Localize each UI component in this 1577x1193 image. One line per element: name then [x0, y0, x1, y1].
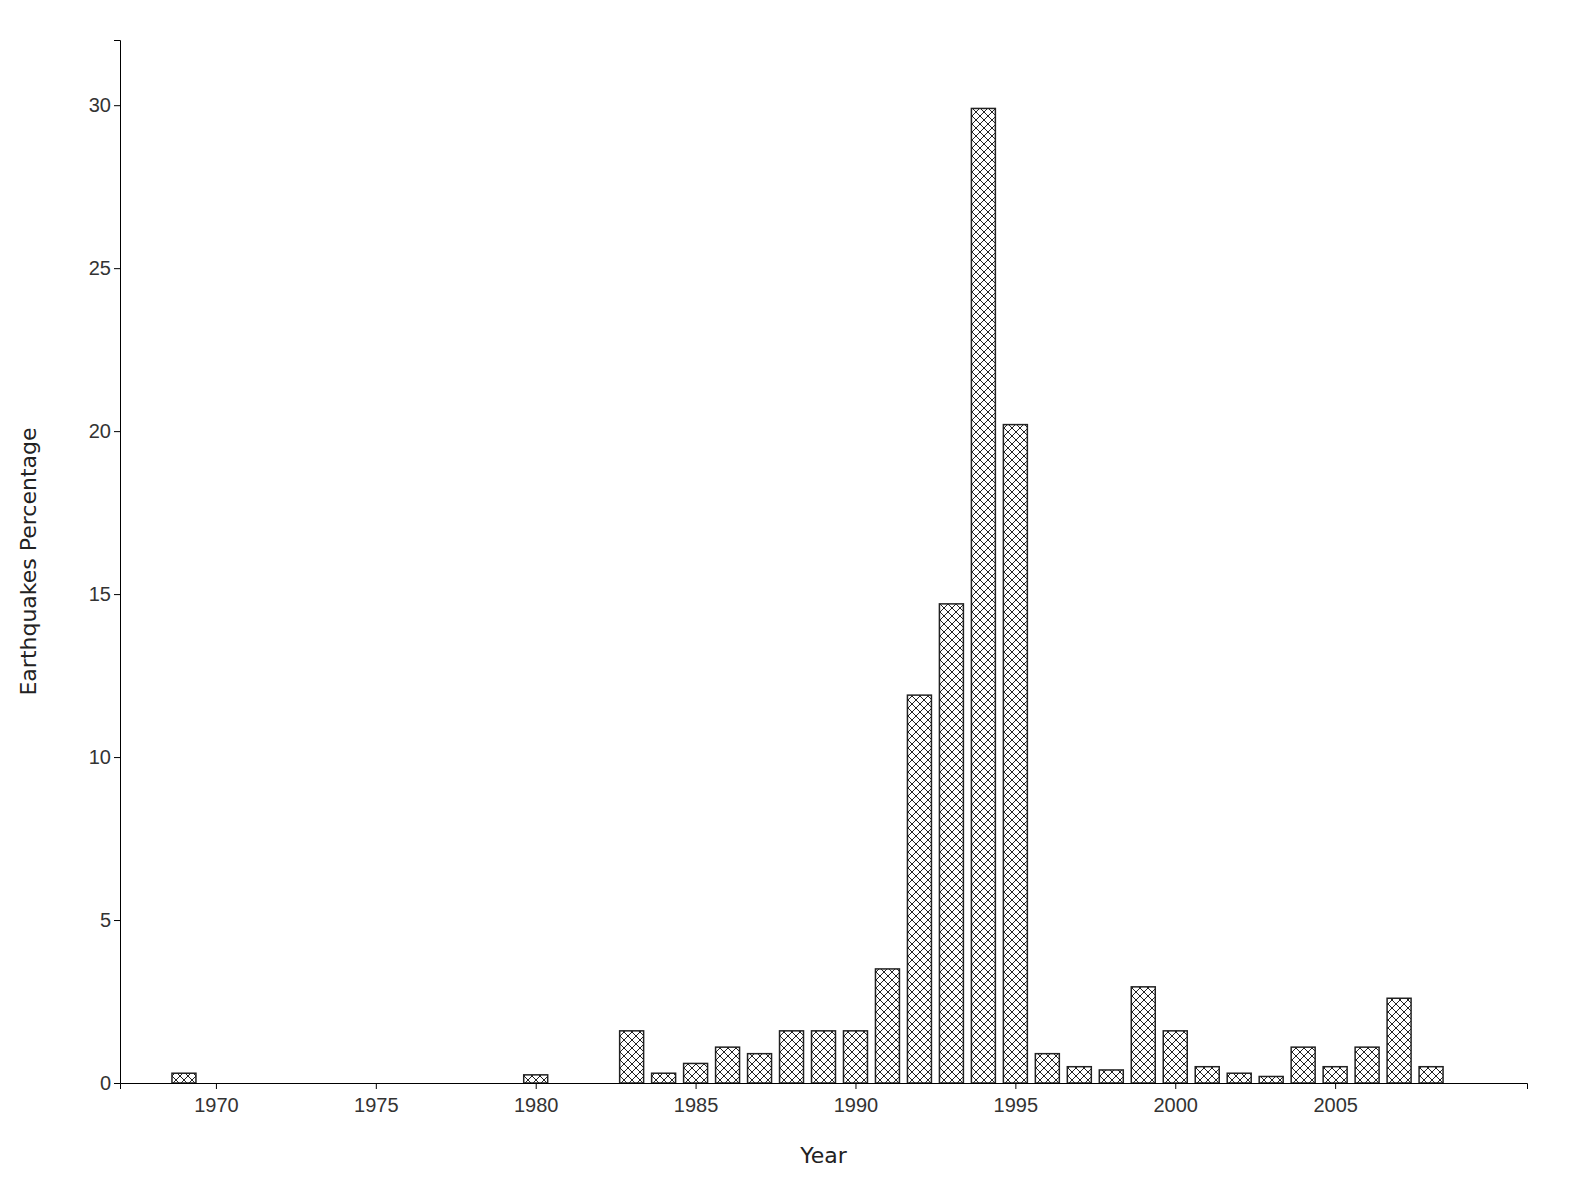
y-tick-label: 0: [100, 1072, 111, 1094]
x-tick: 2000: [1154, 1083, 1199, 1116]
bar: [396, 1082, 420, 1083]
plot-area: 1970 1975 1980 1985 1990 1995 2000 2005 0 5 10 15 20…: [89, 41, 1528, 1117]
y-tick: 5: [100, 909, 120, 931]
x-tick-label: 1985: [674, 1094, 719, 1116]
bar: [812, 1031, 836, 1083]
bar: [1355, 1047, 1379, 1083]
y-tick-label: 30: [89, 94, 111, 116]
y-tick: 25: [89, 257, 120, 279]
x-tick-label: 1995: [994, 1094, 1039, 1116]
y-tick-mark: [114, 105, 120, 106]
x-tick-mark: [1175, 1083, 1176, 1089]
bar: [172, 1073, 196, 1083]
bar: [588, 1082, 612, 1083]
x-tick: 1995: [994, 1083, 1039, 1116]
bar: [524, 1075, 548, 1083]
y-tick-label: 25: [89, 257, 111, 279]
bar: [652, 1073, 676, 1083]
bar: [939, 604, 963, 1083]
y-tick-mark: [114, 920, 120, 921]
bar: [1035, 1054, 1059, 1083]
x-axis: 1970 1975 1980 1985 1990 1995 2000 2005: [121, 1083, 1528, 1116]
bar: [204, 1082, 228, 1083]
bar: [875, 969, 899, 1083]
x-tick-label: 1970: [194, 1094, 239, 1116]
x-tick: 2005: [1313, 1083, 1358, 1116]
x-tick-label: 2000: [1154, 1094, 1199, 1116]
y-tick: 15: [89, 583, 120, 605]
bar: [1387, 998, 1411, 1083]
bar: [236, 1082, 260, 1083]
chart-svg: 1970 1975 1980 1985 1990 1995 2000 2005 0 5 10 15 20…: [0, 0, 1577, 1193]
bar: [780, 1031, 804, 1083]
bar: [332, 1082, 356, 1083]
y-tick: 30: [89, 94, 120, 116]
x-tick-label: 1975: [354, 1094, 399, 1116]
bar: [684, 1063, 708, 1083]
y-tick-mark: [114, 431, 120, 432]
x-tick-mark: [536, 1083, 537, 1089]
y-tick: 0: [100, 1072, 120, 1094]
bar: [971, 108, 995, 1083]
x-tick-label: 2005: [1313, 1094, 1358, 1116]
bar: [1131, 987, 1155, 1083]
bar: [1067, 1067, 1091, 1083]
bar: [1291, 1047, 1315, 1083]
bar: [1099, 1070, 1123, 1083]
x-tick-mark: [1015, 1083, 1016, 1089]
x-tick-mark: [855, 1083, 856, 1089]
bar: [843, 1031, 867, 1083]
x-tick-mark: [1335, 1083, 1336, 1089]
y-tick-mark: [114, 268, 120, 269]
y-tick-label: 5: [100, 909, 111, 931]
x-tick-label: 1990: [834, 1094, 879, 1116]
x-axis-line: [121, 1084, 1528, 1090]
y-axis-line: [114, 41, 121, 1084]
y-tick: 10: [89, 746, 120, 768]
y-tick-label: 10: [89, 746, 111, 768]
bar: [1163, 1031, 1187, 1083]
bar: [1323, 1067, 1347, 1083]
x-axis-title: Year: [799, 1143, 848, 1168]
x-tick-label: 1980: [514, 1094, 559, 1116]
y-axis: 0 5 10 15 20 25 30: [89, 41, 121, 1094]
x-tick: 1985: [674, 1083, 719, 1116]
bar: [556, 1082, 580, 1083]
bar: [300, 1082, 324, 1083]
y-tick: 20: [89, 420, 120, 442]
x-tick: 1990: [834, 1083, 879, 1116]
bar: [492, 1082, 516, 1083]
bar: [748, 1054, 772, 1083]
bar: [1259, 1076, 1283, 1083]
bar: [1451, 1082, 1475, 1083]
bar: [1003, 425, 1027, 1083]
y-tick-mark: [114, 594, 120, 595]
bar: [620, 1031, 644, 1083]
bar: [364, 1082, 388, 1083]
bar: [907, 695, 931, 1083]
x-tick-mark: [376, 1083, 377, 1089]
x-tick-mark: [216, 1083, 217, 1089]
bar: [428, 1082, 452, 1083]
y-tick-mark: [114, 1083, 120, 1084]
bar: [460, 1082, 484, 1083]
x-tick: 1975: [354, 1083, 399, 1116]
bar: [268, 1082, 292, 1083]
y-tick-label: 20: [89, 420, 111, 442]
x-tick: 1970: [194, 1083, 239, 1116]
y-axis-title: Earthquakes Percentage: [16, 427, 41, 695]
y-tick-label: 15: [89, 583, 111, 605]
x-tick-mark: [696, 1083, 697, 1089]
y-tick-mark: [114, 757, 120, 758]
bar: [716, 1047, 740, 1083]
x-tick: 1980: [514, 1083, 559, 1116]
bars: [172, 108, 1443, 1083]
bar: [1195, 1067, 1219, 1083]
bar: [1227, 1073, 1251, 1083]
bar: [1419, 1067, 1443, 1083]
